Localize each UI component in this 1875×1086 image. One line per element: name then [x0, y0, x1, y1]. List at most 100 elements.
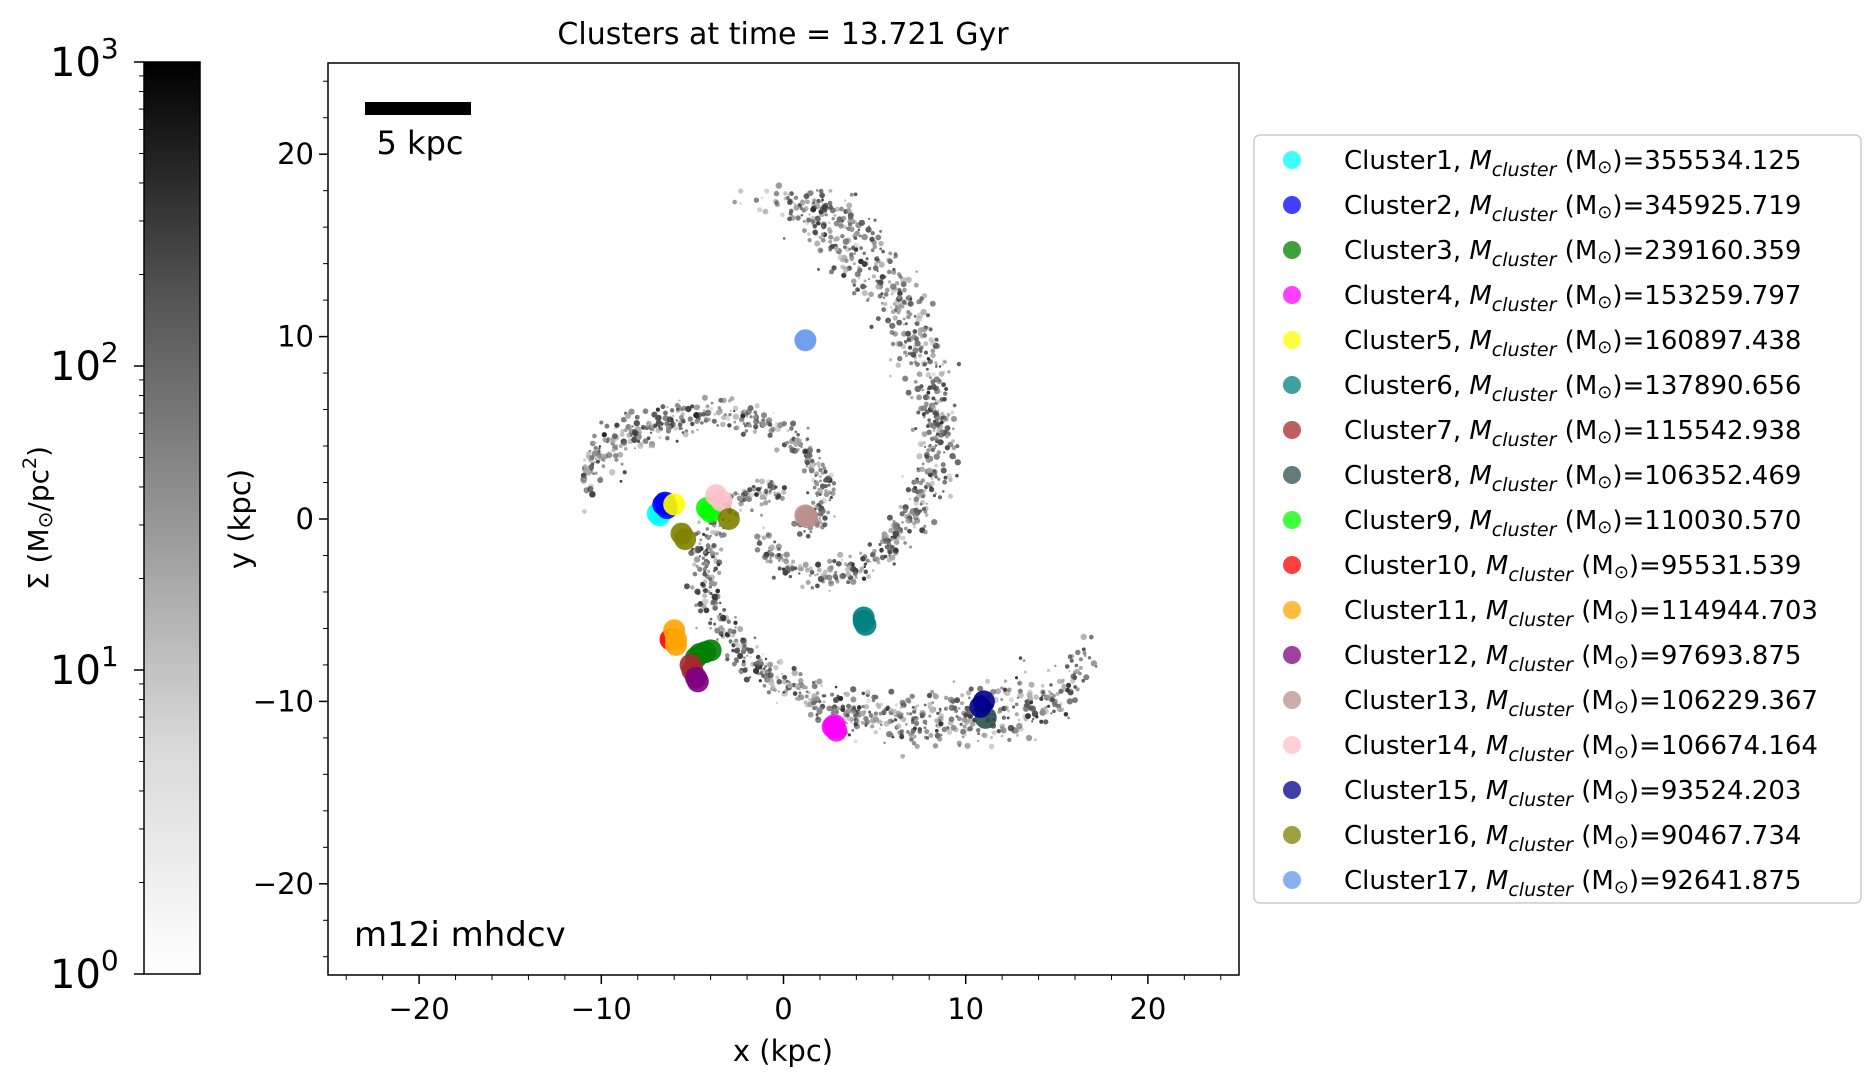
- gas-particle: [761, 535, 767, 541]
- gas-particle: [745, 666, 748, 670]
- gas-particle: [821, 237, 826, 243]
- gas-particle: [843, 245, 847, 249]
- gas-particle: [943, 451, 946, 454]
- legend-label: Cluster16, Mcluster (M⊙)=90467.734: [1344, 821, 1801, 856]
- gas-particle: [929, 376, 932, 380]
- series-cluster6: [852, 606, 877, 636]
- gas-particle: [720, 421, 726, 428]
- gas-particle: [879, 274, 886, 280]
- gas-particle: [615, 444, 618, 447]
- gas-particle: [806, 217, 811, 223]
- gas-particle: [931, 372, 936, 377]
- gas-particle: [880, 723, 883, 726]
- gas-particle: [1050, 712, 1053, 715]
- gas-particle: [849, 226, 855, 232]
- gas-particle: [901, 475, 904, 478]
- gas-particle: [914, 717, 919, 722]
- gas-particle: [798, 564, 802, 568]
- gas-particle: [732, 413, 740, 420]
- gas-particle: [1032, 717, 1035, 721]
- gas-particle: [852, 262, 856, 266]
- gas-particle: [818, 457, 821, 460]
- gas-particle: [716, 638, 719, 641]
- gas-particle: [860, 721, 865, 725]
- gas-particle: [808, 697, 812, 702]
- gas-particle: [816, 448, 821, 453]
- gas-particle: [593, 461, 597, 464]
- gas-particle: [792, 691, 798, 696]
- gas-particle: [889, 322, 896, 329]
- gas-particle: [919, 442, 924, 447]
- gas-particle: [915, 315, 922, 323]
- gas-particle: [666, 406, 669, 409]
- gas-particle: [903, 526, 908, 531]
- gas-particle: [828, 580, 835, 587]
- gas-particle: [767, 661, 773, 668]
- gas-particle: [845, 571, 851, 578]
- gas-particle: [909, 712, 913, 716]
- gas-particle: [934, 732, 941, 739]
- gas-particle: [1069, 658, 1074, 663]
- gas-particle: [997, 710, 1001, 714]
- gas-particle: [798, 678, 804, 684]
- gas-particle: [870, 231, 875, 236]
- gas-particle: [928, 327, 933, 332]
- gas-particle: [1017, 680, 1023, 686]
- gas-particle: [977, 685, 984, 692]
- gas-particle: [829, 496, 833, 499]
- gas-particle: [913, 380, 918, 384]
- gas-particle: [1017, 681, 1022, 686]
- gas-particle: [788, 444, 793, 449]
- gas-particle: [951, 415, 957, 422]
- gas-particle: [806, 447, 814, 454]
- gas-particle: [739, 202, 742, 205]
- gas-particle: [828, 189, 833, 193]
- gas-particle: [906, 712, 910, 716]
- gas-particle: [976, 728, 981, 733]
- gas-particle: [754, 403, 760, 409]
- gas-particle: [985, 678, 990, 684]
- gas-particle: [765, 420, 771, 426]
- gas-particle: [946, 473, 952, 479]
- legend-marker: [1283, 421, 1301, 439]
- gas-particle: [963, 712, 969, 718]
- gas-particle: [851, 729, 855, 732]
- gas-particle: [815, 494, 819, 498]
- gas-particle: [695, 626, 698, 630]
- gas-particle: [727, 414, 730, 417]
- gas-particle: [816, 461, 821, 466]
- gas-particle: [698, 555, 701, 558]
- gas-particle: [805, 690, 809, 693]
- gas-particle: [829, 207, 836, 214]
- gas-particle: [937, 736, 943, 742]
- gas-particle: [948, 477, 953, 482]
- gas-particle: [933, 420, 936, 423]
- gas-particle: [674, 402, 680, 408]
- gas-particle: [903, 340, 908, 344]
- gas-particle: [745, 415, 749, 418]
- colorbar-label: Σ (M⊙/pc2): [19, 446, 57, 590]
- gas-particle: [904, 723, 908, 726]
- gas-particle: [821, 204, 828, 211]
- gas-particle: [769, 552, 775, 558]
- gas-particle: [869, 713, 873, 718]
- gas-particle: [814, 240, 821, 247]
- gas-particle: [781, 485, 787, 491]
- gas-particle: [791, 559, 796, 564]
- gas-particle: [914, 340, 921, 347]
- gas-particle: [858, 569, 863, 574]
- gas-particle: [709, 626, 713, 630]
- gas-particle: [815, 691, 820, 695]
- gas-particle: [827, 483, 831, 487]
- gas-particle: [744, 411, 749, 416]
- gas-particle: [759, 478, 765, 485]
- gas-particle: [952, 427, 955, 431]
- gas-particle: [826, 510, 831, 515]
- gas-particle: [782, 237, 786, 240]
- gas-particle: [757, 207, 763, 213]
- gas-particle: [1022, 659, 1026, 662]
- gas-particle: [853, 232, 857, 236]
- gas-particle: [695, 545, 701, 552]
- gas-particle: [903, 541, 907, 545]
- gas-particle: [806, 491, 810, 495]
